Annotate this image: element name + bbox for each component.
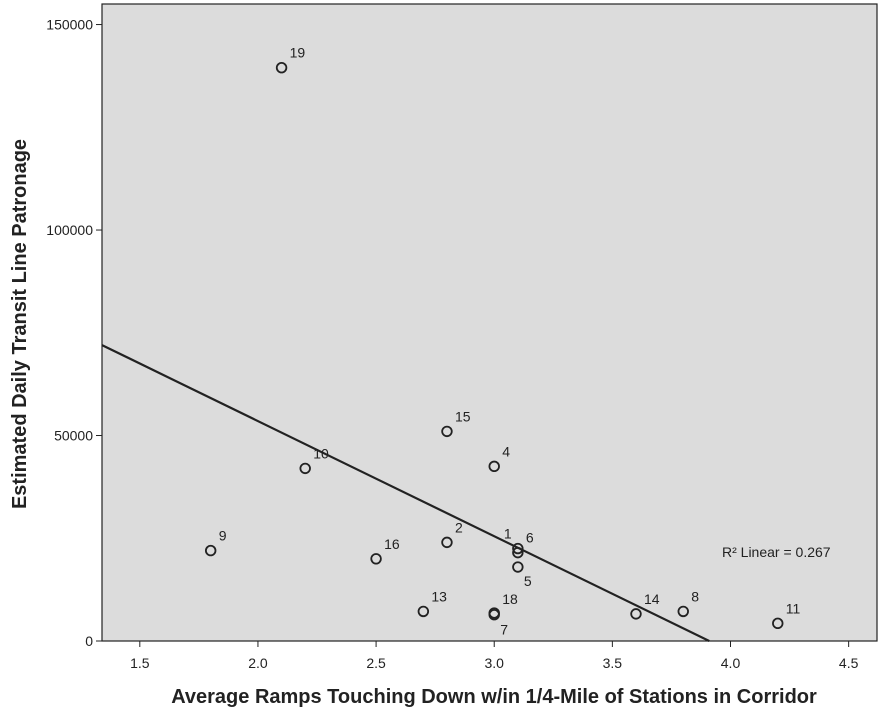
point-label: 14 — [644, 591, 660, 607]
point-label: 7 — [500, 622, 508, 638]
point-label: 1 — [504, 526, 512, 542]
point-label: 6 — [526, 530, 534, 546]
data-point — [677, 605, 689, 618]
data-point — [299, 462, 311, 475]
point-label: 11 — [786, 600, 801, 616]
point-label: 13 — [431, 588, 447, 604]
x-tick-label: 4.5 — [839, 655, 859, 671]
data-point — [488, 608, 500, 621]
point-label: 15 — [455, 408, 471, 424]
data-point — [417, 605, 430, 618]
x-tick-label: 2.5 — [366, 655, 386, 671]
r2-annotation: R² Linear = 0.267 — [722, 544, 831, 560]
y-tick-label: 100000 — [46, 222, 93, 238]
data-point — [630, 608, 642, 620]
y-tick-label: 0 — [85, 633, 93, 649]
x-tick-label: 1.5 — [130, 655, 150, 671]
data-point — [772, 617, 784, 630]
data-point — [512, 546, 524, 559]
x-tick-label: 4.0 — [721, 655, 741, 671]
x-axis: 1.5 2.0 2.5 3.0 3.5 4.0 4.5 — [130, 641, 859, 671]
point-label: 16 — [384, 536, 400, 552]
y-tick-label: 50000 — [54, 428, 93, 444]
y-axis-title: Estimated Daily Transit Line Patronage — [9, 139, 31, 509]
x-tick-label: 3.0 — [484, 655, 504, 671]
data-point — [204, 544, 217, 557]
point-label: 5 — [524, 573, 532, 589]
x-axis-title: Average Ramps Touching Down w/in 1/4-Mil… — [171, 686, 817, 708]
point-label: 2 — [455, 519, 463, 535]
point-label: 4 — [502, 443, 510, 459]
x-tick-label: 2.0 — [248, 655, 268, 671]
data-point — [275, 61, 288, 74]
data-point — [441, 425, 453, 438]
data-points: 19 15 4 10 2 1 6 9 16 5 13 18 7 14 8 11 — [204, 45, 801, 638]
data-point — [512, 561, 524, 573]
data-point — [512, 542, 524, 555]
data-point — [441, 536, 453, 549]
fit-line-group — [101, 344, 710, 642]
point-label: 9 — [219, 528, 227, 544]
point-label: 8 — [691, 588, 699, 604]
y-axis: 0 50000 100000 150000 — [46, 17, 102, 649]
point-label: 18 — [502, 591, 518, 607]
fit-line — [101, 344, 710, 642]
x-tick-label: 3.5 — [603, 655, 623, 671]
data-point — [370, 553, 382, 565]
y-tick-label: 150000 — [46, 17, 93, 33]
data-point — [488, 460, 500, 473]
point-label: 19 — [290, 45, 306, 61]
point-label: 10 — [313, 445, 329, 461]
